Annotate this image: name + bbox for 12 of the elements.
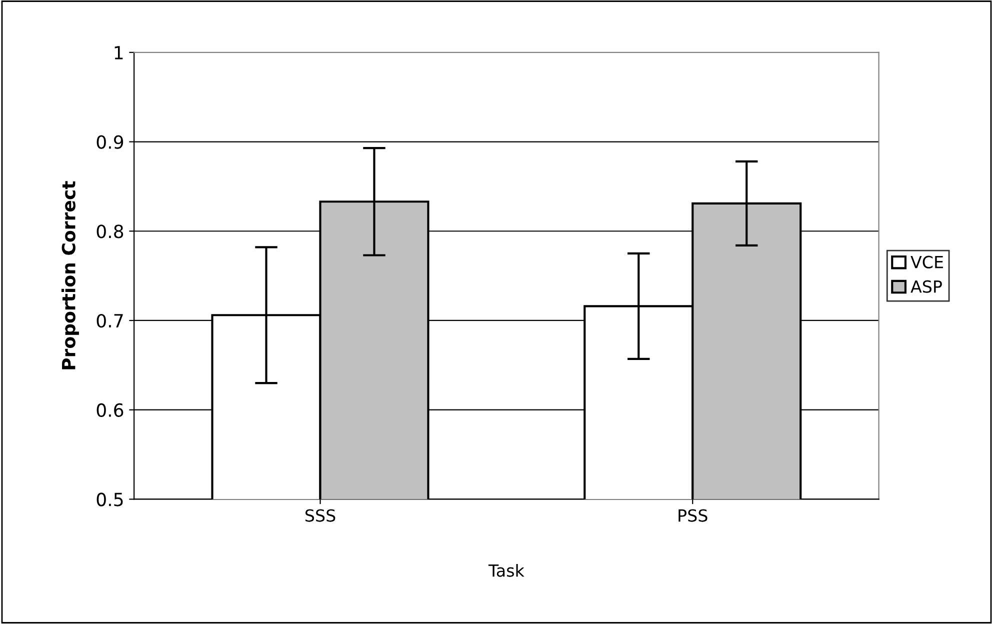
legend-label: VCE	[910, 256, 943, 268]
x-axis-title: Task	[488, 564, 524, 577]
y-tick-label: 1	[114, 46, 123, 60]
x-tick-label: PSS	[678, 509, 708, 522]
y-axis-title: Proportion Correct	[61, 181, 79, 370]
legend-label: ASP	[910, 280, 942, 293]
y-tick-label: 0.9	[96, 135, 124, 149]
x-tick-label: SSS	[305, 509, 336, 522]
y-tick-label: 0.5	[96, 492, 123, 506]
y-tick-label: 0.8	[96, 224, 124, 238]
y-tick-label: 0.6	[96, 403, 124, 417]
y-tick-label: 0.7	[96, 314, 123, 328]
